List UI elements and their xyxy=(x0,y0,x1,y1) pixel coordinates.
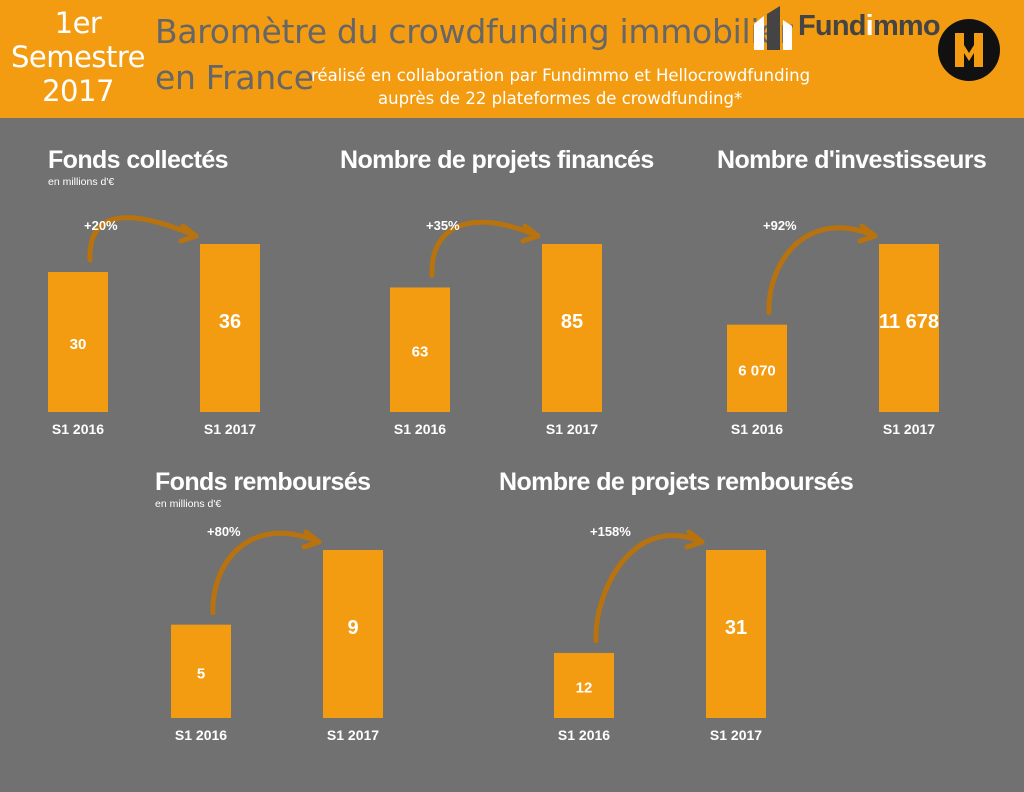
subtitle-line2: auprès de 22 plateformes de crowdfunding… xyxy=(378,89,743,108)
chart-investisseurs: 6 070 S1 2016 11 678 S1 2017 +92% xyxy=(727,218,939,437)
category-label: S1 2016 xyxy=(731,421,783,437)
arrow-head xyxy=(857,223,878,244)
data-label: 11 678 xyxy=(879,311,939,333)
category-label: S1 2016 xyxy=(394,421,446,437)
category-label: S1 2017 xyxy=(710,727,762,743)
category-label: S1 2017 xyxy=(327,727,379,743)
bar xyxy=(323,550,383,718)
arrow-head xyxy=(301,529,322,550)
period-line: Semestre xyxy=(11,40,145,74)
arrow-head xyxy=(520,223,541,244)
category-label: S1 2017 xyxy=(204,421,256,437)
bar xyxy=(542,244,602,412)
header-banner: 1er Semestre 2017 Baromètre du crowdfund… xyxy=(0,0,1024,118)
growth-arrow xyxy=(593,533,705,644)
chart-title: Fonds remboursés xyxy=(155,468,371,496)
page-title: Baromètre du crowdfunding immobilier xyxy=(155,12,793,51)
data-label: 6 070 xyxy=(738,362,776,379)
category-label: S1 2017 xyxy=(883,421,935,437)
growth-label: +35% xyxy=(426,218,460,233)
chart-fonds-collectes: 30 S1 2016 36 S1 2017 +20% xyxy=(48,215,260,437)
bar xyxy=(48,272,108,412)
bar xyxy=(706,550,766,718)
category-label: S1 2017 xyxy=(546,421,598,437)
data-label: 9 xyxy=(347,617,358,639)
growth-label: +158% xyxy=(590,524,631,539)
arrow-head xyxy=(684,529,705,550)
bar xyxy=(390,287,450,412)
period-line: 2017 xyxy=(42,74,114,108)
chart-title: Nombre d'investisseurs xyxy=(717,146,987,174)
arrow-head xyxy=(178,223,199,244)
chart-projets-rembourses: 12 S1 2016 31 S1 2017 +158% xyxy=(554,524,766,743)
bar xyxy=(727,324,787,412)
growth-label: +80% xyxy=(207,524,241,539)
growth-arrow xyxy=(87,215,199,263)
bar xyxy=(200,244,260,412)
bar xyxy=(879,244,939,412)
data-label: 12 xyxy=(576,679,593,696)
period-label: 1er Semestre 2017 xyxy=(8,6,148,108)
building-icon xyxy=(754,6,792,50)
unit-note: en millions d'€ xyxy=(155,498,222,510)
data-label: 36 xyxy=(219,311,241,333)
period-line: 1er xyxy=(54,6,102,40)
chart-fonds-rembourses: 5 S1 2016 9 S1 2017 +80% xyxy=(171,524,383,743)
h-letter-icon xyxy=(955,33,983,67)
chart-projets-finances: 63 S1 2016 85 S1 2017 +35% xyxy=(390,218,602,437)
unit-note: en millions d'€ xyxy=(48,176,115,188)
growth-arrow xyxy=(429,219,541,278)
fundimmo-wordmark: Fundimmo xyxy=(798,10,941,42)
chart-title: Fonds collectés xyxy=(48,146,229,174)
bar xyxy=(554,652,614,718)
category-label: S1 2016 xyxy=(558,727,610,743)
category-label: S1 2016 xyxy=(175,727,227,743)
bar xyxy=(171,624,231,718)
growth-arrow xyxy=(210,530,322,616)
growth-label: +20% xyxy=(84,218,118,233)
fundimmo-logo: Fundimmo xyxy=(750,6,941,50)
chart-title: Nombre de projets financés xyxy=(340,146,654,174)
chart-title: Nombre de projets remboursés xyxy=(499,468,854,496)
data-label: 31 xyxy=(725,617,747,639)
data-label: 5 xyxy=(197,665,205,682)
growth-label: +92% xyxy=(763,218,797,233)
hellocrowdfunding-logo xyxy=(938,19,1000,81)
data-label: 30 xyxy=(70,336,87,353)
data-label: 63 xyxy=(412,344,429,361)
category-label: S1 2016 xyxy=(52,421,104,437)
growth-arrow xyxy=(766,225,878,316)
page-title-line2: en France xyxy=(155,58,314,97)
data-label: 85 xyxy=(561,311,583,333)
subtitle: réalisé en collaboration par Fundimmo et… xyxy=(311,66,811,85)
